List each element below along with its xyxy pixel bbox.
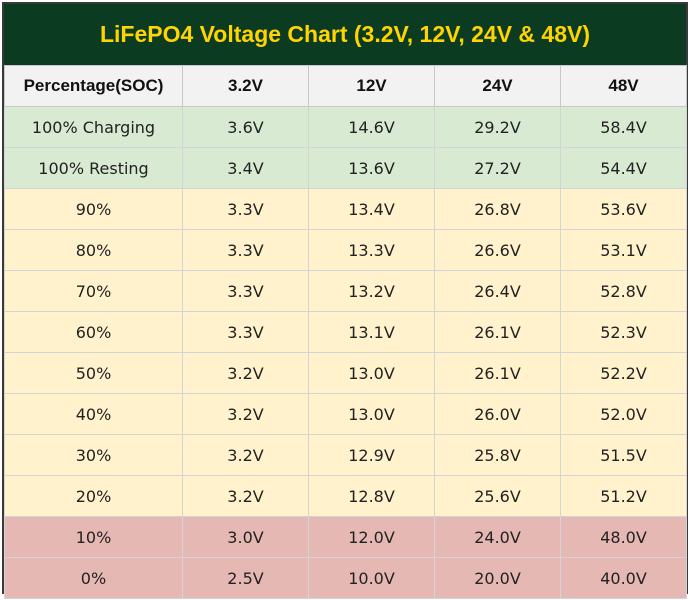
- voltage-24v-cell: 27.2V: [434, 147, 561, 189]
- soc-cell: 20%: [4, 475, 183, 517]
- voltage-12v-cell: 13.6V: [308, 147, 435, 189]
- table-row: 40% 3.2V 13.0V 26.0V 52.0V: [4, 393, 687, 435]
- header-cell-12v: 12V: [308, 65, 435, 107]
- voltage-3v2-cell: 3.3V: [182, 229, 309, 271]
- voltage-12v-cell: 13.0V: [308, 393, 435, 435]
- header-cell-24v: 24V: [434, 65, 561, 107]
- soc-cell: 60%: [4, 311, 183, 353]
- voltage-3v2-cell: 3.3V: [182, 270, 309, 312]
- table-row: 50% 3.2V 13.0V 26.1V 52.2V: [4, 352, 687, 394]
- voltage-12v-cell: 12.8V: [308, 475, 435, 517]
- table-row: 10% 3.0V 12.0V 24.0V 48.0V: [4, 516, 687, 558]
- voltage-48v-cell: 52.0V: [560, 393, 687, 435]
- header-cell-48v: 48V: [560, 65, 687, 107]
- voltage-48v-cell: 58.4V: [560, 106, 687, 148]
- voltage-12v-cell: 12.9V: [308, 434, 435, 476]
- table-row: 60% 3.3V 13.1V 26.1V 52.3V: [4, 311, 687, 353]
- voltage-3v2-cell: 3.2V: [182, 434, 309, 476]
- voltage-12v-cell: 13.2V: [308, 270, 435, 312]
- voltage-24v-cell: 26.6V: [434, 229, 561, 271]
- voltage-3v2-cell: 3.3V: [182, 188, 309, 230]
- voltage-12v-cell: 13.1V: [308, 311, 435, 353]
- voltage-48v-cell: 52.8V: [560, 270, 687, 312]
- soc-cell: 100% Resting: [4, 147, 183, 189]
- voltage-3v2-cell: 3.0V: [182, 516, 309, 558]
- table-row: 90% 3.3V 13.4V 26.8V 53.6V: [4, 188, 687, 230]
- soc-cell: 50%: [4, 352, 183, 394]
- voltage-48v-cell: 52.2V: [560, 352, 687, 394]
- soc-cell: 80%: [4, 229, 183, 271]
- voltage-48v-cell: 51.2V: [560, 475, 687, 517]
- soc-cell: 90%: [4, 188, 183, 230]
- table-row: 100% Charging 3.6V 14.6V 29.2V 58.4V: [4, 106, 687, 148]
- voltage-3v2-cell: 3.2V: [182, 352, 309, 394]
- table-row: 100% Resting 3.4V 13.6V 27.2V 54.4V: [4, 147, 687, 189]
- voltage-24v-cell: 25.6V: [434, 475, 561, 517]
- voltage-12v-cell: 13.0V: [308, 352, 435, 394]
- voltage-24v-cell: 26.1V: [434, 311, 561, 353]
- voltage-12v-cell: 10.0V: [308, 557, 435, 599]
- soc-cell: 70%: [4, 270, 183, 312]
- table-row: 0% 2.5V 10.0V 20.0V 40.0V: [4, 557, 687, 599]
- voltage-3v2-cell: 3.6V: [182, 106, 309, 148]
- voltage-48v-cell: 52.3V: [560, 311, 687, 353]
- table-row: 20% 3.2V 12.8V 25.6V 51.2V: [4, 475, 687, 517]
- voltage-24v-cell: 26.8V: [434, 188, 561, 230]
- table-row: 70% 3.3V 13.2V 26.4V 52.8V: [4, 270, 687, 312]
- soc-cell: 30%: [4, 434, 183, 476]
- soc-cell: 0%: [4, 557, 183, 599]
- soc-cell: 100% Charging: [4, 106, 183, 148]
- voltage-12v-cell: 13.4V: [308, 188, 435, 230]
- voltage-48v-cell: 54.4V: [560, 147, 687, 189]
- table-body: 100% Charging 3.6V 14.6V 29.2V 58.4V 100% Res…: [4, 106, 687, 599]
- voltage-24v-cell: 25.8V: [434, 434, 561, 476]
- voltage-48v-cell: 48.0V: [560, 516, 687, 558]
- table-row: 30% 3.2V 12.9V 25.8V 51.5V: [4, 434, 687, 476]
- soc-cell: 40%: [4, 393, 183, 435]
- header-row: Percentage(SOC) 3.2V 12V 24V 48V: [4, 65, 687, 107]
- voltage-3v2-cell: 3.3V: [182, 311, 309, 353]
- voltage-48v-cell: 51.5V: [560, 434, 687, 476]
- voltage-24v-cell: 26.1V: [434, 352, 561, 394]
- voltage-48v-cell: 40.0V: [560, 557, 687, 599]
- table-row: 80% 3.3V 13.3V 26.6V 53.1V: [4, 229, 687, 271]
- soc-cell: 10%: [4, 516, 183, 558]
- voltage-3v2-cell: 3.2V: [182, 393, 309, 435]
- voltage-12v-cell: 13.3V: [308, 229, 435, 271]
- voltage-24v-cell: 20.0V: [434, 557, 561, 599]
- voltage-24v-cell: 24.0V: [434, 516, 561, 558]
- header-cell-soc: Percentage(SOC): [4, 65, 183, 107]
- voltage-12v-cell: 12.0V: [308, 516, 435, 558]
- voltage-12v-cell: 14.6V: [308, 106, 435, 148]
- voltage-48v-cell: 53.1V: [560, 229, 687, 271]
- voltage-3v2-cell: 2.5V: [182, 557, 309, 599]
- voltage-3v2-cell: 3.4V: [182, 147, 309, 189]
- voltage-table: Percentage(SOC) 3.2V 12V 24V 48V 100% Ch…: [4, 65, 687, 599]
- voltage-24v-cell: 29.2V: [434, 106, 561, 148]
- voltage-24v-cell: 26.4V: [434, 270, 561, 312]
- voltage-3v2-cell: 3.2V: [182, 475, 309, 517]
- chart-title: LiFePO4 Voltage Chart (3.2V, 12V, 24V & …: [4, 4, 686, 65]
- header-cell-3v2: 3.2V: [182, 65, 309, 107]
- voltage-24v-cell: 26.0V: [434, 393, 561, 435]
- voltage-48v-cell: 53.6V: [560, 188, 687, 230]
